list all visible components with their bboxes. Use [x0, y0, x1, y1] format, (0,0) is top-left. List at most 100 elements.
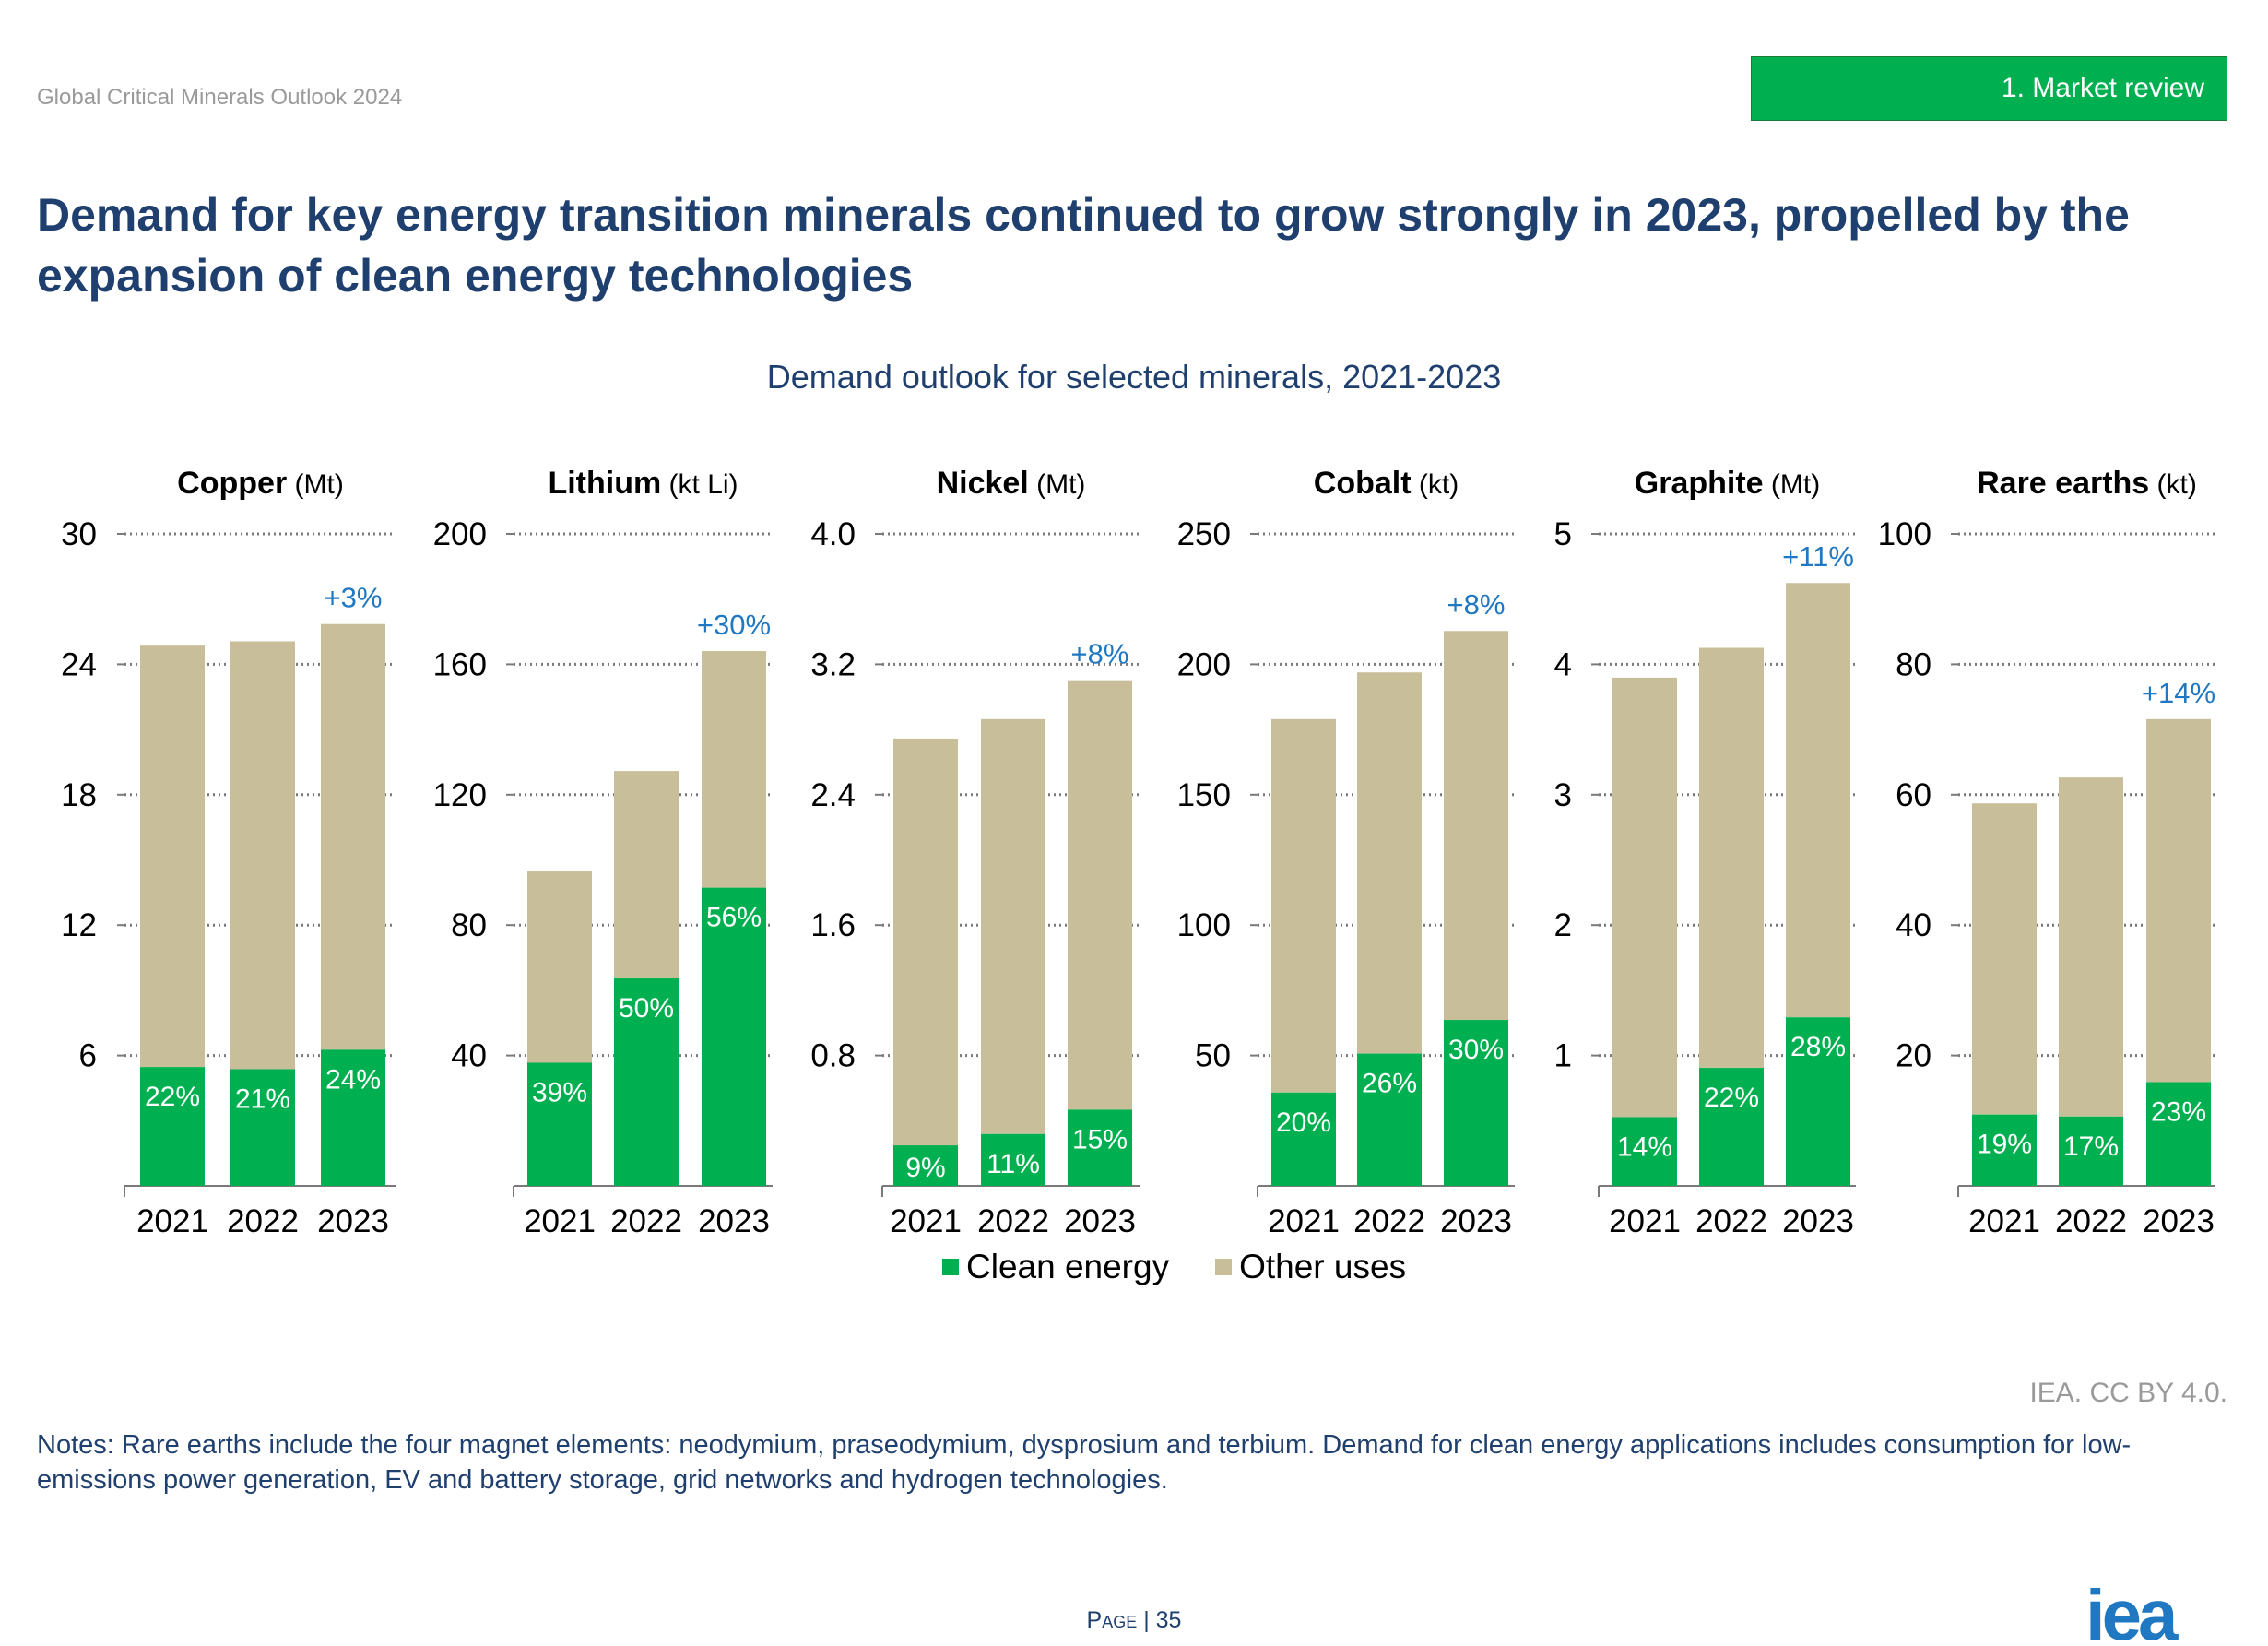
nickel-share-label: 15% [1072, 1124, 1128, 1155]
rare-earths-y-tick-label: 100 [1878, 516, 1931, 552]
rare-earths-bar-other [1972, 803, 2037, 1115]
copper-y-tick-label: 30 [61, 516, 97, 552]
cobalt-bar-clean [1444, 1020, 1508, 1186]
legend-item-clean: Clean energy [942, 1248, 1169, 1286]
lithium-bar-clean [614, 978, 679, 1186]
nickel-title-unit: (Mt) [1029, 469, 1086, 500]
lithium-x-tick-label: 2022 [610, 1203, 682, 1239]
cobalt-bar-clean [1271, 1092, 1336, 1186]
rare-earths-bar-other [2146, 718, 2211, 1083]
lithium-bar-other [614, 771, 679, 979]
cobalt-y-tick-label: 200 [1177, 646, 1231, 682]
copper-panel-title: Copper (Mt) [177, 466, 344, 501]
graphite-y-tick-label: 2 [1554, 907, 1572, 943]
graphite-y-tick-label: 5 [1554, 516, 1572, 552]
copper-x-tick-label: 2021 [136, 1203, 208, 1239]
copper-bar-clean [321, 1049, 385, 1186]
legend-label-other: Other uses [1239, 1248, 1407, 1285]
lithium-share-label: 56% [706, 903, 762, 933]
graphite-bar-clean [1612, 1117, 1677, 1186]
cobalt-share-label: 26% [1362, 1069, 1417, 1099]
rare-earths-growth-label: +14% [2142, 677, 2215, 709]
graphite-bar-clean [1786, 1017, 1850, 1186]
copper-y-tick-label: 24 [61, 646, 97, 682]
rare-earths-x-tick-label: 2021 [1968, 1203, 2040, 1239]
cobalt-panel-title: Cobalt (kt) [1314, 466, 1459, 501]
cobalt-title-unit: (kt) [1412, 469, 1459, 500]
nickel-y-tick-label: 0.8 [810, 1038, 856, 1074]
lithium-bar-clean [702, 887, 766, 1186]
cobalt-x-tick-label: 2023 [1440, 1203, 1512, 1239]
page-separator: | [1143, 1607, 1150, 1633]
rare-earths-y-tick-label: 60 [1896, 777, 1931, 813]
copper-bar-clean [140, 1067, 205, 1186]
lithium-growth-label: +30% [697, 609, 771, 641]
copper-y-tick-label: 6 [79, 1038, 97, 1074]
cobalt-x-tick-label: 2021 [1268, 1203, 1340, 1239]
copper-bar-other [230, 641, 295, 1070]
rare-earths-y-tick-label: 20 [1896, 1038, 1931, 1074]
source-credit: IEA. CC BY 4.0. [2029, 1378, 2227, 1408]
lithium-bar-clean [527, 1062, 592, 1186]
nickel-bar-clean [893, 1145, 958, 1186]
lithium-share-label: 50% [619, 993, 674, 1024]
copper-x-tick-label: 2023 [317, 1203, 389, 1239]
copper-x-tick-label: 2022 [227, 1203, 299, 1239]
nickel-title-mineral: Nickel [937, 466, 1029, 501]
chart-title: Demand outlook for selected minerals, 20… [766, 358, 1502, 396]
copper-share-label: 22% [145, 1082, 200, 1112]
nickel-y-tick-label: 4.0 [810, 516, 856, 552]
cobalt-growth-label: +8% [1447, 588, 1506, 621]
nickel-panel-title: Nickel (Mt) [937, 466, 1086, 501]
cobalt-share-label: 20% [1276, 1107, 1331, 1138]
nickel-bar-clean [1068, 1109, 1132, 1186]
cobalt-title-mineral: Cobalt [1314, 466, 1412, 501]
rare-earths-bar-clean [1972, 1114, 2037, 1186]
lithium-title-mineral: Lithium [548, 466, 661, 501]
graphite-share-label: 14% [1617, 1131, 1672, 1162]
nickel-y-tick-label: 1.6 [810, 907, 856, 943]
graphite-title-mineral: Graphite [1635, 466, 1764, 501]
nickel-share-label: 9% [905, 1153, 945, 1183]
lithium-bar-other [702, 651, 766, 888]
rare-earths-title-mineral: Rare earths [1977, 466, 2149, 501]
nickel-growth-label: +8% [1071, 638, 1129, 670]
graphite-bar-other [1786, 583, 1850, 1018]
section-badge[interactable]: 1. Market review [1751, 56, 2227, 121]
rare-earths-bar-clean [2146, 1082, 2211, 1186]
graphite-x-tick-label: 2021 [1609, 1203, 1681, 1239]
copper-share-label: 24% [325, 1064, 381, 1095]
copper-y-tick-label: 18 [61, 777, 97, 813]
cobalt-x-tick-label: 2022 [1353, 1203, 1425, 1239]
graphite-y-tick-label: 3 [1554, 777, 1572, 813]
copper-y-tick-label: 12 [61, 907, 97, 943]
legend-swatch-clean [942, 1259, 959, 1275]
cobalt-share-label: 30% [1448, 1035, 1504, 1065]
lithium-bar-other [527, 871, 592, 1063]
iea-logo: iea [2085, 1588, 2182, 1645]
nickel-share-label: 11% [986, 1149, 1040, 1179]
rare-earths-share-label: 23% [2151, 1097, 2206, 1128]
copper-title-unit: (Mt) [287, 469, 344, 500]
graphite-growth-label: +11% [1782, 540, 1854, 573]
lithium-panel-title: Lithium (kt Li) [548, 466, 738, 501]
rare-earths-title-unit: (kt) [2149, 469, 2197, 500]
copper-bar-other [140, 645, 205, 1068]
copper-bar-other [321, 623, 385, 1050]
page-word: Page [1086, 1607, 1138, 1633]
graphite-title-unit: (Mt) [1764, 469, 1821, 500]
graphite-panel-title: Graphite (Mt) [1635, 466, 1820, 501]
nickel-bar-clean [981, 1133, 1045, 1186]
chart-notes: Notes: Rare earths include the four magn… [37, 1430, 2132, 1495]
copper-bar-clean [230, 1069, 295, 1186]
lithium-y-tick-label: 200 [433, 516, 487, 552]
nickel-y-tick-label: 2.4 [810, 777, 856, 813]
page-number-value: 35 [1155, 1607, 1182, 1633]
rare-earths-x-tick-label: 2023 [2143, 1203, 2215, 1239]
graphite-x-tick-label: 2023 [1782, 1203, 1854, 1239]
cobalt-y-tick-label: 100 [1177, 907, 1231, 943]
page-title: Demand for key energy transition mineral… [37, 189, 2130, 302]
nickel-x-tick-label: 2021 [890, 1203, 962, 1239]
cobalt-y-tick-label: 250 [1177, 516, 1231, 552]
nickel-x-tick-label: 2022 [977, 1203, 1049, 1239]
